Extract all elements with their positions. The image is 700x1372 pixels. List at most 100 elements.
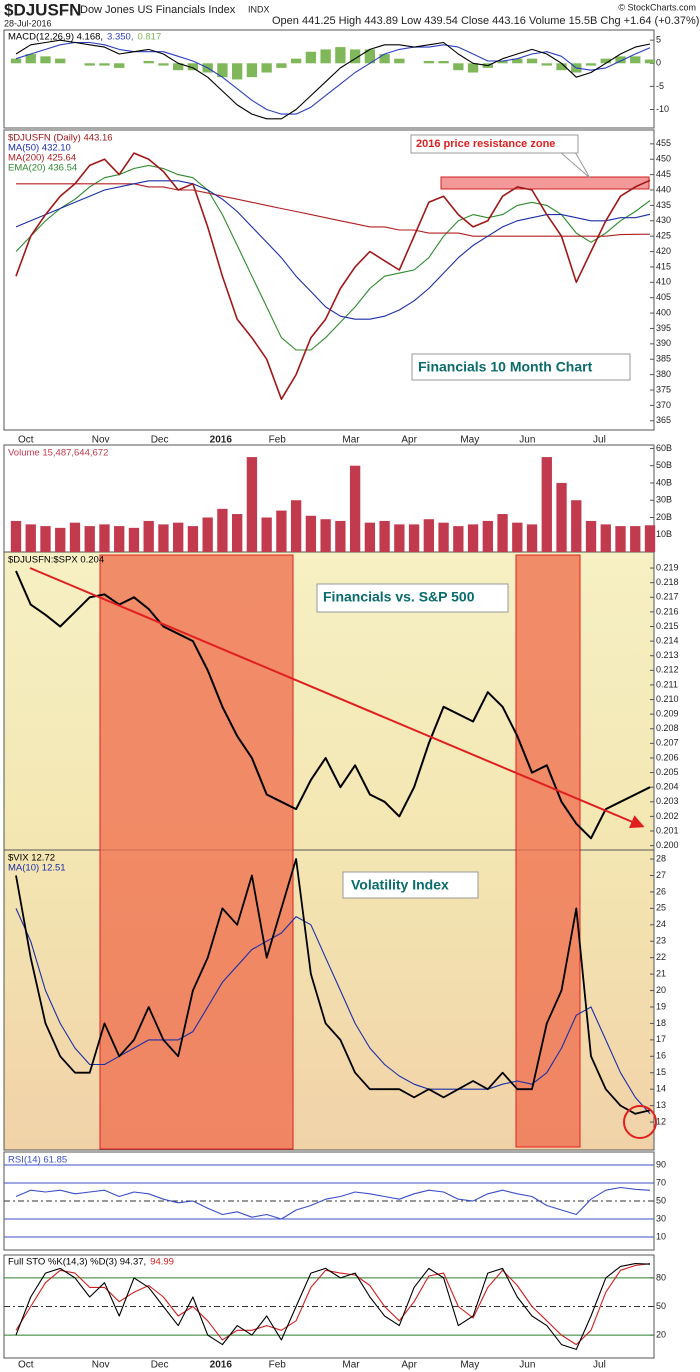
resistance-zone xyxy=(440,176,650,190)
highlight-zone xyxy=(515,554,581,1148)
y-tick-label: 0.216 xyxy=(656,606,679,616)
y-tick-label: 0.202 xyxy=(656,811,679,821)
y-tick-label: 50 xyxy=(656,1301,666,1311)
bar xyxy=(187,526,199,552)
y-tick-label: 0.201 xyxy=(656,825,679,835)
bar xyxy=(187,63,199,71)
y-tick-label: 26 xyxy=(656,886,666,896)
bar xyxy=(232,63,243,80)
y-tick-label: 10 xyxy=(656,1231,666,1241)
x-tick-label: Dec xyxy=(151,1360,169,1371)
bar xyxy=(25,524,36,552)
x-tick-label: May xyxy=(460,1360,479,1371)
series-line xyxy=(15,39,651,120)
x-tick-label: Apr xyxy=(401,1360,417,1371)
y-tick-label: 0.214 xyxy=(656,635,679,645)
y-tick-label: 425 xyxy=(656,231,671,241)
y-tick-label: 430 xyxy=(656,215,671,225)
bar xyxy=(10,520,22,552)
annotation: Financials vs. S&P 500 xyxy=(323,589,475,605)
y-tick-label: 450 xyxy=(656,154,671,164)
bar xyxy=(158,63,169,66)
bar xyxy=(394,58,405,64)
bar xyxy=(10,58,22,64)
y-tick-label: 5 xyxy=(656,35,661,45)
date: 28-Jul-2016 xyxy=(4,18,52,28)
x-tick-label: Feb xyxy=(269,1360,287,1371)
y-tick-label: 445 xyxy=(656,169,671,179)
annotation: Financials 10 Month Chart xyxy=(418,359,593,375)
bar xyxy=(600,524,611,552)
bar xyxy=(246,457,258,552)
bar xyxy=(644,59,656,64)
bar xyxy=(246,63,258,78)
y-tick-label: 380 xyxy=(656,369,671,379)
bar xyxy=(541,63,552,66)
bar xyxy=(482,520,493,552)
y-tick-label: 14 xyxy=(656,1084,666,1094)
y-tick-label: 370 xyxy=(656,400,671,410)
trend-arrow xyxy=(29,567,645,829)
bar xyxy=(335,47,346,64)
bar xyxy=(55,527,66,552)
y-tick-label: 0.207 xyxy=(656,738,679,748)
y-tick-label: 13 xyxy=(656,1100,666,1110)
bar xyxy=(467,63,479,73)
series-line xyxy=(15,180,651,320)
x-tick-label: Dec xyxy=(151,435,169,446)
x-tick-label: Mar xyxy=(342,1360,360,1371)
series-line xyxy=(15,908,651,1115)
y-tick-label: 455 xyxy=(656,138,671,148)
x-tick-label: Jun xyxy=(519,1360,535,1371)
y-tick-label: 400 xyxy=(656,307,671,317)
bar xyxy=(408,524,420,552)
bar xyxy=(320,519,331,552)
bar xyxy=(379,520,390,552)
y-tick-label: 385 xyxy=(656,354,671,364)
bar xyxy=(173,63,184,71)
bar xyxy=(305,51,317,64)
legend-entry: EMA(20) 436.54 xyxy=(8,163,77,174)
y-tick-label: 0.203 xyxy=(656,796,679,806)
bar xyxy=(84,526,95,552)
y-tick-label: 0.208 xyxy=(656,723,679,733)
bar xyxy=(158,524,169,552)
y-tick-label: 30B xyxy=(656,495,672,505)
y-tick-label: 440 xyxy=(656,184,671,194)
legend-entry: RSI(14) 61.85 xyxy=(8,1155,67,1166)
y-tick-label: 375 xyxy=(656,384,671,394)
x-tick-label: Oct xyxy=(18,435,34,446)
bar xyxy=(615,526,626,552)
y-tick-label: 390 xyxy=(656,338,671,348)
x-tick-label: Jul xyxy=(593,435,606,446)
series-line xyxy=(15,858,651,1115)
bar xyxy=(202,517,213,552)
y-tick-label: 18 xyxy=(656,1018,666,1028)
y-tick-label: 10B xyxy=(656,529,672,539)
bar xyxy=(600,58,611,64)
bar xyxy=(423,519,434,552)
bar xyxy=(55,58,66,64)
index-name: Dow Jones US Financials Index xyxy=(80,4,236,16)
bar xyxy=(556,63,567,71)
bar xyxy=(69,522,81,552)
bar xyxy=(217,63,228,78)
y-tick-label: 16 xyxy=(656,1051,666,1061)
x-tick-label: Jul xyxy=(593,1360,606,1371)
y-tick-label: 0.217 xyxy=(656,592,679,602)
bar xyxy=(114,63,125,68)
legend-entry: MACD(12,26,9) 4.168, xyxy=(8,32,103,43)
y-tick-label: 20 xyxy=(656,985,666,995)
x-tick-label: Apr xyxy=(401,435,417,446)
y-tick-label: 20 xyxy=(656,1329,666,1339)
bar xyxy=(438,522,449,552)
annotation: Volatility Index xyxy=(351,877,449,893)
bar xyxy=(349,49,361,64)
y-tick-label: 21 xyxy=(656,968,666,978)
exchange: INDX xyxy=(248,4,270,14)
y-tick-label: 17 xyxy=(656,1034,666,1044)
bar xyxy=(585,520,597,552)
legend-entry: $VIX 12.72 xyxy=(8,853,55,864)
bar xyxy=(467,524,479,552)
